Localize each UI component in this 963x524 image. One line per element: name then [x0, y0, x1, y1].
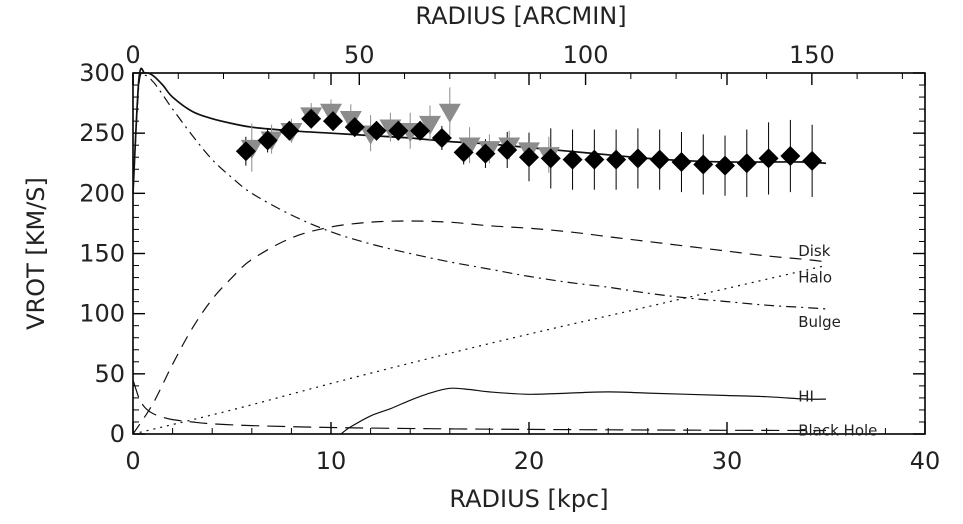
series-bulge-curve [132, 72, 827, 310]
x-tick-label: 20 [514, 447, 545, 475]
black-diamond-point [235, 141, 256, 162]
black-diamond-point [388, 120, 409, 141]
label-halo: Halo [798, 269, 832, 287]
black-diamond-point [584, 149, 605, 170]
model-curves [132, 67, 827, 435]
black-diamond-point [715, 155, 736, 176]
gray-triangle-point [438, 103, 461, 124]
black-diamond-point [627, 148, 648, 169]
black-diamond-point [453, 142, 474, 163]
label-hi: HI [798, 388, 814, 406]
black-diamond-point [671, 152, 692, 173]
black-diamond-point [257, 130, 278, 151]
series-disk-curve [132, 220, 827, 435]
series-halo-curve [132, 264, 827, 435]
black-diamond-point [410, 120, 431, 141]
x-tick-label: 0 [125, 447, 140, 475]
black-diamond-point [780, 146, 801, 167]
y-tick-label: 150 [79, 240, 125, 268]
black-diamond-point [540, 148, 561, 169]
black-diamond-point [497, 140, 518, 161]
top-x-tick-label: 100 [563, 41, 609, 69]
y-axis-title: VROT [KM/S] [22, 177, 50, 330]
black-diamond-point [606, 149, 627, 170]
axis-ticks [132, 72, 926, 435]
black-diamond-point [519, 147, 539, 168]
series-black-hole-curve [132, 379, 827, 432]
label-bulge: Bulge [798, 313, 841, 331]
black-diamond-point [649, 149, 670, 170]
y-tick-label: 250 [79, 119, 125, 147]
label-black-hole: Black Hole [798, 421, 877, 439]
black-diamond-point [802, 150, 823, 171]
black-diamond-point [301, 108, 322, 129]
black-diamond-point [758, 148, 779, 169]
component-labels: Disk Halo Bulge HI Black Hole [798, 242, 877, 439]
y-tick-label: 0 [110, 420, 125, 448]
black-diamond-point [736, 153, 757, 174]
y-tick-label: 100 [79, 300, 125, 328]
black-diamond-point [366, 120, 387, 141]
tick-labels: 0 10 20 30 40 0 50 100 150 0 50 100 150 200 250 300 [79, 41, 940, 475]
top-x-axis-title: RADIUS [ARCMIN] [415, 2, 626, 30]
y-tick-label: 200 [79, 179, 125, 207]
top-x-tick-label: 50 [344, 41, 375, 69]
y-tick-label: 50 [94, 360, 125, 388]
series-hi-curve [340, 387, 827, 435]
data-points [235, 103, 823, 176]
gray-triangle-point [419, 115, 441, 136]
x-tick-label: 30 [712, 447, 743, 475]
black-diamond-point [562, 149, 583, 170]
black-diamond-point [431, 127, 452, 148]
y-tick-label: 300 [79, 59, 125, 87]
label-disk: Disk [798, 242, 831, 260]
gray-triangle-point [458, 137, 481, 157]
x-tick-label: 10 [316, 447, 347, 475]
top-x-tick-label: 150 [789, 41, 835, 69]
black-diamond-point [693, 154, 714, 175]
top-x-tick-label: 0 [125, 41, 140, 69]
x-axis-title: RADIUS [kpc] [449, 485, 608, 513]
series-total-model-curve [132, 67, 827, 194]
black-diamond-point [279, 120, 300, 141]
black-diamond-point [344, 117, 365, 138]
gray-triangle-point [339, 111, 362, 131]
black-diamond-point [322, 111, 343, 132]
black-diamond-point [475, 143, 496, 164]
x-tick-label: 40 [910, 447, 941, 475]
